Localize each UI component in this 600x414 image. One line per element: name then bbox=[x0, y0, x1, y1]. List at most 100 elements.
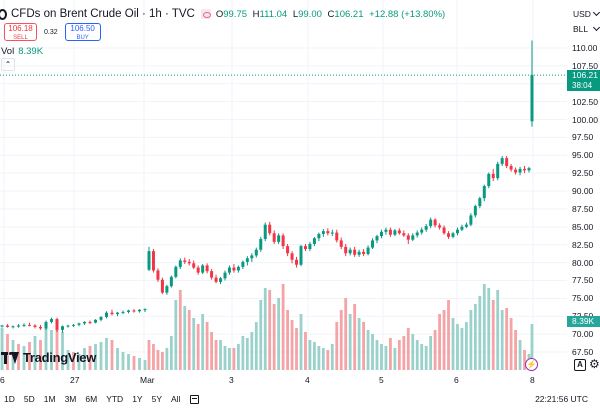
candle-body bbox=[205, 265, 209, 272]
range-1y-button[interactable]: 1Y bbox=[132, 394, 143, 404]
candle-body bbox=[478, 198, 482, 207]
candle-body bbox=[210, 271, 214, 278]
range-5y-button[interactable]: 5Y bbox=[151, 394, 162, 404]
volume-bar bbox=[366, 330, 370, 370]
lightning-icon[interactable]: ⚡ bbox=[525, 358, 538, 371]
high-label: H bbox=[252, 8, 260, 20]
range-all-button[interactable]: All bbox=[171, 394, 181, 404]
range-1d-button[interactable]: 1D bbox=[4, 394, 15, 404]
volume-bar bbox=[286, 310, 289, 370]
candle-body bbox=[28, 324, 31, 326]
time-label: 5 bbox=[379, 375, 384, 385]
candle-body bbox=[245, 258, 249, 262]
volume-bar bbox=[83, 348, 86, 370]
volume-bar bbox=[317, 346, 321, 370]
price-axis-label: 90.00 bbox=[572, 186, 594, 197]
volume-bar bbox=[0, 328, 4, 370]
volume-bar bbox=[132, 356, 136, 370]
candle-body bbox=[286, 246, 290, 254]
candle-body bbox=[39, 326, 42, 329]
range-5d-button[interactable]: 5D bbox=[23, 394, 35, 404]
candle-body bbox=[192, 263, 196, 268]
volume-bar bbox=[259, 300, 263, 370]
candle-body bbox=[281, 235, 285, 247]
range-6m-button[interactable]: 6M bbox=[85, 394, 98, 404]
volume-bar bbox=[433, 330, 437, 370]
candle-body bbox=[174, 266, 178, 277]
volume-bar bbox=[313, 342, 316, 370]
range-1m-button[interactable]: 1M bbox=[43, 394, 56, 404]
volume-legend[interactable]: Vol 8.39K bbox=[1, 46, 43, 57]
range-3m-button[interactable]: 3M bbox=[64, 394, 77, 404]
volume-bar bbox=[88, 346, 92, 370]
volume-bar bbox=[99, 342, 103, 370]
sell-button[interactable]: 106.18 SELL bbox=[4, 23, 37, 41]
candle-body bbox=[105, 312, 108, 317]
symbol-legend[interactable]: CFDs on Brent Crude Oil · 1h · TVC O99.7… bbox=[0, 6, 448, 22]
volume-bar bbox=[72, 352, 75, 370]
auto-scale-button[interactable]: A bbox=[574, 359, 586, 371]
candle-body bbox=[121, 311, 125, 313]
volume-bar bbox=[523, 350, 526, 370]
volume-bar bbox=[223, 346, 227, 370]
volume-bar bbox=[183, 306, 187, 370]
low-value: 99.00 bbox=[298, 8, 322, 20]
settings-gear-icon[interactable]: ⚙ bbox=[589, 357, 600, 371]
candle-body bbox=[277, 235, 281, 242]
chart-area[interactable] bbox=[0, 0, 567, 372]
volume-bar bbox=[429, 336, 433, 370]
volume-bar bbox=[196, 324, 200, 370]
volume-bar bbox=[348, 314, 352, 370]
volume-bar bbox=[272, 304, 276, 370]
price-axis-label: 70.00 bbox=[572, 329, 594, 340]
candle-body bbox=[530, 75, 534, 122]
volume-bar bbox=[456, 324, 459, 370]
volume-bar bbox=[339, 310, 343, 370]
symbol-title[interactable]: CFDs on Brent Crude Oil · 1h · TVC bbox=[11, 8, 195, 20]
candle-body bbox=[169, 276, 173, 287]
price-axis-label: 110.00 bbox=[572, 43, 598, 53]
candle-body bbox=[250, 255, 254, 259]
candle-body bbox=[411, 235, 415, 240]
volume-bar bbox=[174, 300, 178, 370]
candle-body bbox=[66, 325, 70, 327]
candle-body bbox=[99, 316, 103, 320]
volume-bar bbox=[482, 284, 486, 370]
price-axis[interactable]: USD BLL 110.00107.50105.00102.50100.0097… bbox=[567, 0, 600, 372]
volume-bar bbox=[143, 360, 147, 370]
last-price-tag: 106.21 38:04 bbox=[567, 70, 600, 91]
volume-bar bbox=[210, 332, 213, 370]
candle-body bbox=[88, 321, 92, 323]
candle-body bbox=[366, 247, 370, 255]
volume-bar bbox=[237, 344, 240, 370]
volume-bar bbox=[500, 310, 504, 370]
candle-body bbox=[371, 240, 375, 248]
candle-body bbox=[375, 236, 379, 241]
volume-bar bbox=[77, 354, 81, 370]
calendar-icon[interactable] bbox=[190, 394, 200, 404]
candle-body bbox=[388, 229, 392, 235]
tradingview-logo[interactable]: TradingView bbox=[1, 350, 96, 365]
time-axis[interactable]: 6 27 Mar 3 4 5 6 8 bbox=[0, 372, 567, 386]
unit-select[interactable]: BLL bbox=[573, 24, 589, 34]
candle-body bbox=[379, 231, 383, 237]
volume-bar bbox=[219, 340, 222, 370]
time-label: Mar bbox=[140, 375, 155, 385]
buy-button[interactable]: 106.50 BUY bbox=[64, 23, 101, 41]
collapse-legend-button[interactable]: ⌃ bbox=[1, 58, 15, 71]
candle-body bbox=[496, 163, 500, 179]
price-chart[interactable] bbox=[0, 0, 567, 372]
volume-bar bbox=[304, 332, 307, 370]
volume-bar bbox=[152, 344, 155, 370]
utc-clock[interactable]: 22:21:56 UTC bbox=[535, 394, 588, 404]
volume-bar bbox=[299, 314, 303, 370]
candle-body bbox=[178, 260, 182, 267]
volume-bar bbox=[192, 318, 196, 370]
currency-select[interactable]: USD bbox=[573, 9, 591, 19]
range-ytd-button[interactable]: YTD bbox=[106, 394, 124, 404]
candle-body bbox=[196, 267, 200, 273]
visibility-eye-icon[interactable] bbox=[200, 9, 211, 19]
price-axis-label: 82.50 bbox=[572, 239, 594, 250]
candle-body bbox=[290, 253, 294, 260]
volume-bar bbox=[245, 338, 249, 370]
